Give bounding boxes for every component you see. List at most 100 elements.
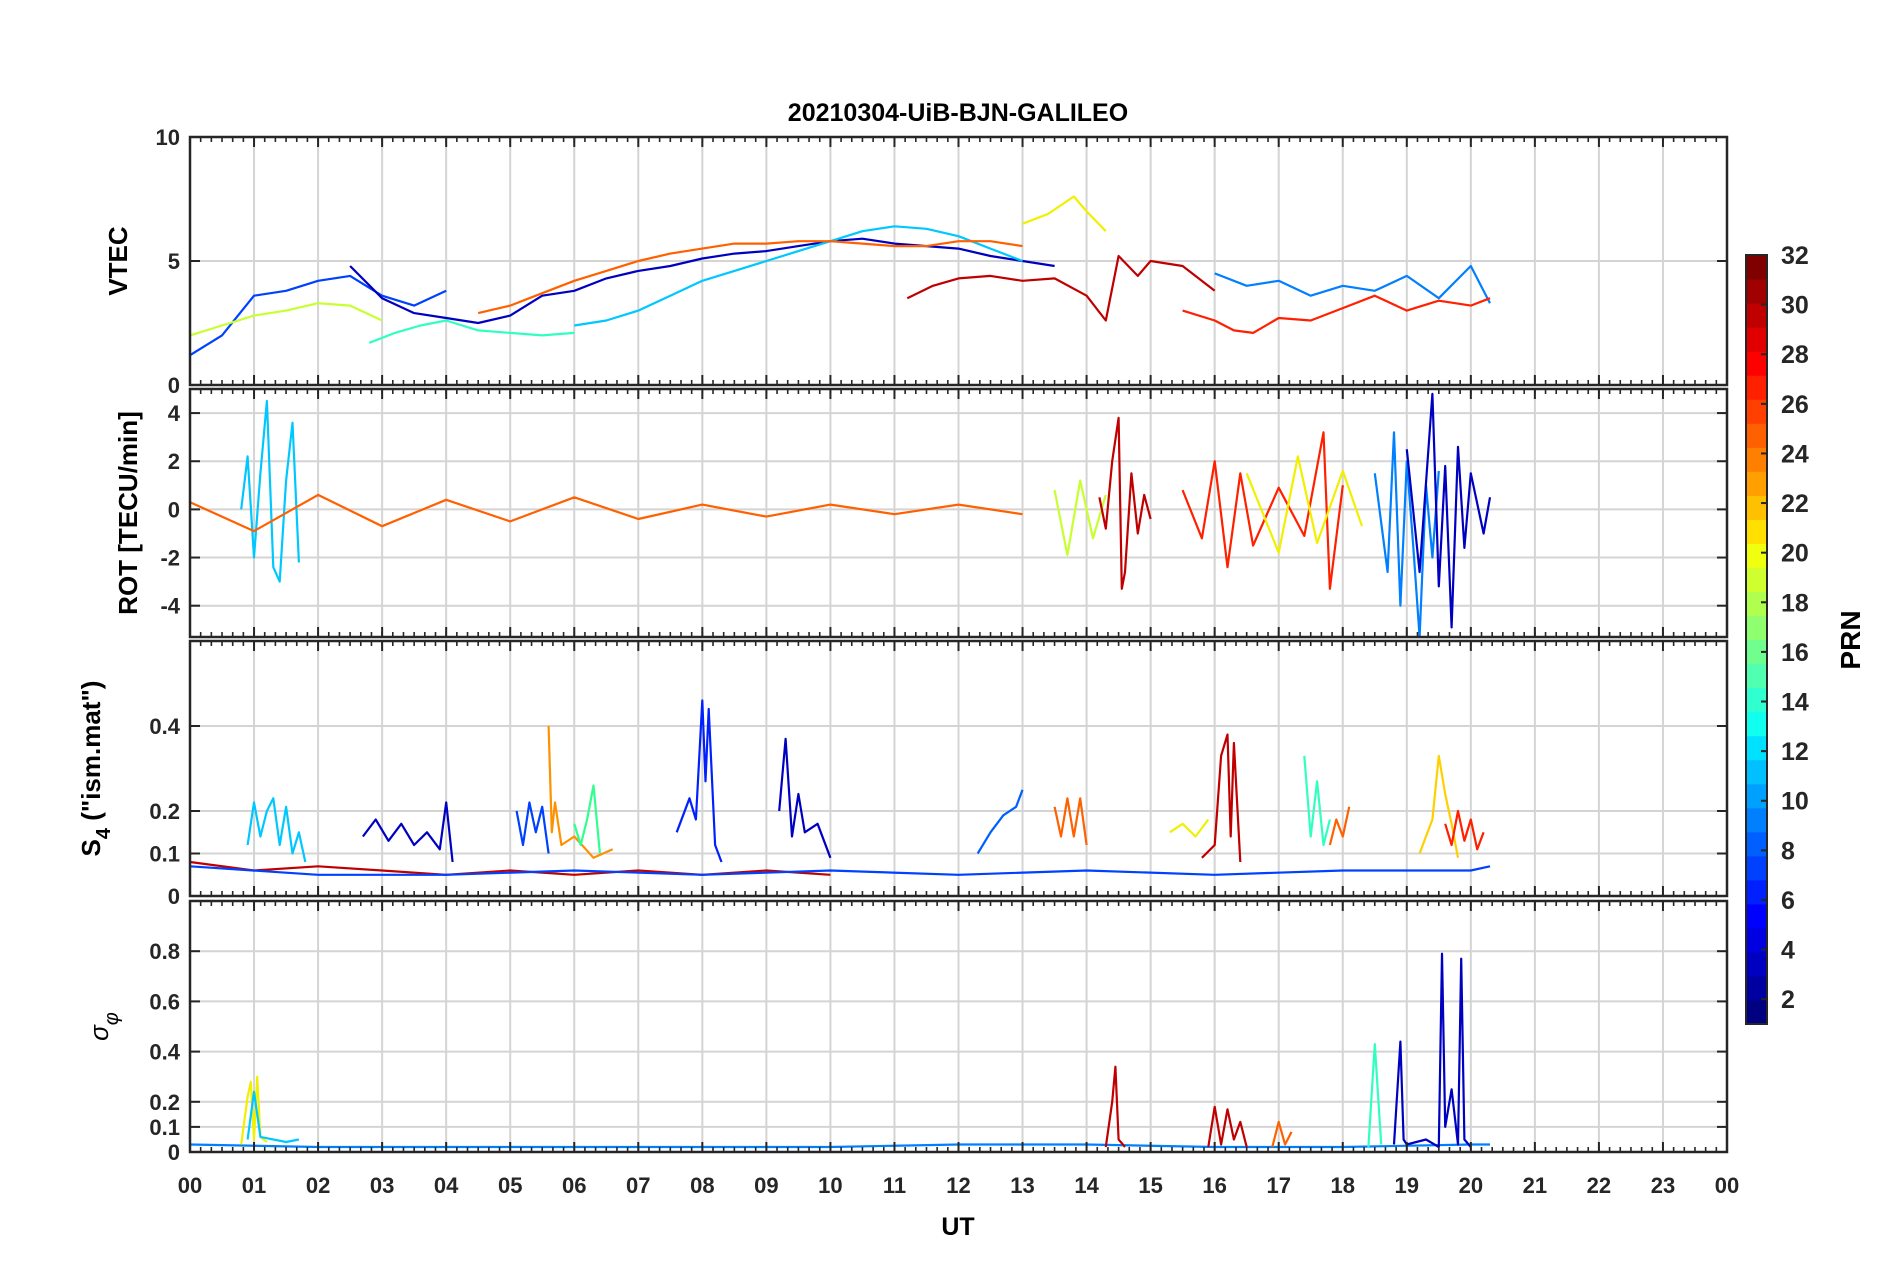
x-tick-label: 09: [754, 1173, 778, 1198]
colorbar-level: [1746, 831, 1767, 857]
x-tick-label: 15: [1138, 1173, 1162, 1198]
series-line-prn-26: [477, 240, 1023, 315]
colorbar-level: [1746, 687, 1767, 713]
x-tick-label: 12: [946, 1173, 970, 1198]
colorbar-level: [1746, 639, 1767, 665]
x-tick-label: 00: [178, 1173, 202, 1198]
axes-frame: [188, 639, 1729, 898]
series-line-prn-30: [1104, 1065, 1126, 1148]
colorbar-level: [1746, 423, 1767, 448]
colorbar-level: [1746, 255, 1767, 280]
colorbar-level: [1746, 663, 1767, 689]
series-line-prn-4: [515, 801, 550, 854]
colorbar-tick-label: 20: [1781, 540, 1809, 568]
figure-title: 20210304-UiB-BJN-GALILEO: [788, 99, 1128, 127]
series-line-prn-30: [906, 254, 1216, 322]
x-tick-label: 19: [1395, 1173, 1419, 1198]
x-tick-label: 00: [1715, 1173, 1739, 1198]
series-line-prn-28: [1181, 431, 1344, 590]
colorbar-level: [1746, 783, 1767, 809]
series-line-prn-28: [1444, 809, 1485, 851]
colorbar-level: [1746, 375, 1767, 400]
x-tick-label: 06: [562, 1173, 586, 1198]
y-tick-label: 0.2: [149, 1090, 180, 1115]
x-axis-label: UT: [941, 1213, 974, 1241]
series-line-prn-20: [1169, 818, 1210, 838]
colorbar-level: [1746, 759, 1767, 785]
colorbar-level: [1746, 495, 1767, 520]
series-line-prn-20: [1022, 195, 1107, 232]
series-group: [190, 392, 1492, 637]
x-tick-label: 20: [1459, 1173, 1483, 1198]
series-line-prn-14: [1367, 1042, 1383, 1148]
y-tick-label: 0.4: [149, 714, 180, 739]
series-line-prn-12: [246, 797, 307, 863]
series-line-prn-18: [1053, 479, 1107, 557]
series-line-prn-26: [1053, 797, 1088, 846]
y-tick-label: 0.8: [149, 939, 180, 964]
series-line-prn-2: [1405, 392, 1492, 629]
colorbar-level: [1746, 567, 1767, 593]
series-group: [190, 699, 1491, 876]
vtec-panel: 0 5 10 VTEC: [103, 125, 1729, 398]
series-line-prn-14: [368, 319, 575, 344]
colorbar-tick-label: 28: [1781, 341, 1809, 369]
y-tick-label: 0.1: [149, 1115, 180, 1140]
colorbar-level: [1746, 351, 1767, 376]
sigma-phi-panel: 00.10.2 0.4 0.6 0.8 σφ: [84, 899, 1729, 1165]
rot-panel: -4 -2 0 2 4 ROT [TECU/min]: [113, 387, 1729, 639]
colorbar-tick-label: 14: [1781, 689, 1809, 717]
series-line-prn-10: [1214, 264, 1491, 304]
colorbar-level: [1746, 855, 1767, 881]
colorbar-level: [1746, 303, 1767, 328]
y-tick-label: 0: [168, 884, 180, 909]
x-tick-label: 01: [242, 1173, 266, 1198]
colorbar-tick-label: 32: [1781, 242, 1809, 270]
colorbar-tick-label: 2: [1781, 986, 1795, 1014]
series-line-prn-2: [349, 237, 1055, 325]
x-tick-label: 10: [818, 1173, 842, 1198]
y-tick-label: -2: [160, 546, 180, 571]
x-tick-label: 13: [1010, 1173, 1034, 1198]
series-line-prn-30: [1098, 416, 1152, 590]
series-line-prn-10: [1373, 431, 1440, 637]
colorbar-level: [1746, 951, 1767, 977]
series-line-prn-30: [1201, 733, 1242, 863]
series-line-prn-2: [778, 737, 832, 859]
colorbar-level: [1746, 399, 1767, 424]
colorbar-tick-label: 10: [1781, 788, 1809, 816]
y-tick-label: -4: [160, 594, 180, 619]
series-line-prn-4: [190, 865, 1491, 876]
y-axis-label: ROT [TECU/min]: [113, 411, 143, 615]
x-tick-label: 18: [1331, 1173, 1355, 1198]
y-tick-label: 0.6: [149, 989, 180, 1014]
colorbar-level: [1746, 519, 1767, 544]
colorbar-tick-label: 18: [1781, 589, 1809, 617]
axes-frame: [188, 387, 1729, 639]
x-tick-label: 07: [626, 1173, 650, 1198]
series-line-prn-6: [675, 699, 723, 863]
series-line-prn-2: [1392, 952, 1472, 1149]
colorbar-frame: [1745, 254, 1768, 1025]
colorbar-tick-label: 4: [1781, 937, 1795, 965]
series-line-prn-12: [246, 1090, 300, 1144]
colorbar-level: [1746, 999, 1767, 1025]
y-tick-label: 10: [156, 125, 180, 150]
y-axis-label: S4 ("ism.mat"): [76, 681, 115, 857]
y-axis-label: σφ: [84, 1012, 123, 1041]
x-tick-label: 16: [1202, 1173, 1226, 1198]
y-tick-label: 0.4: [149, 1040, 180, 1065]
x-tick-labels: 00 01 02 03 04 05 06 07 08 09 10 11 12 13 14 15 16 17 18 19…: [178, 1173, 1739, 1198]
series-line-prn-26: [190, 493, 1023, 533]
series-line-prn-12: [240, 399, 300, 583]
y-tick-label: 5: [168, 249, 180, 274]
x-tick-label: 03: [370, 1173, 394, 1198]
y-tick-label: 0: [168, 497, 180, 522]
colorbar-tick-label: 30: [1781, 292, 1809, 320]
colorbar-level: [1746, 975, 1767, 1001]
colorbar-tick-label: 22: [1781, 490, 1809, 518]
s4-panel: 0 0.1 0.2 0.4 S4 ("ism.mat"): [76, 639, 1729, 909]
series-line-prn-28: [1182, 294, 1491, 334]
y-axis-label: VTEC: [103, 226, 133, 296]
colorbar-level: [1746, 615, 1767, 641]
